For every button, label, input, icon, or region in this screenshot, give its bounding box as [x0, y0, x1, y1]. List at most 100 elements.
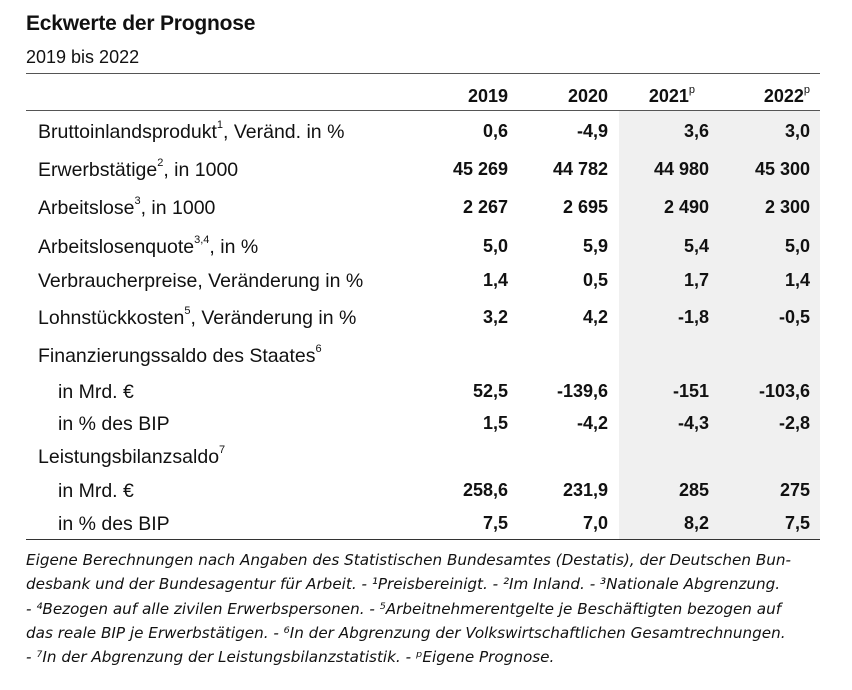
cell-2022: 1,4: [784, 270, 810, 290]
cell-2019: 3,2: [482, 307, 508, 327]
cell-2022: 2 300: [764, 197, 810, 217]
row-label: Verbraucherpreise, Veränderung in %: [38, 270, 363, 293]
cell-2021: 3,6: [683, 121, 709, 141]
header-rule: [26, 110, 820, 111]
table-row: Verbraucherpreise, Veränderung in % 1,4 0,…: [0, 270, 852, 300]
row-label-suffix: , Veränd. in %: [223, 121, 345, 143]
cell-2019: 1,5: [482, 413, 508, 433]
row-label-text: Arbeitslose: [38, 197, 135, 219]
row-label: in Mrd. €: [58, 381, 134, 404]
cell-2019: 5,0: [482, 236, 508, 256]
bottom-rule: [26, 539, 820, 540]
row-label: Leistungsbilanzsaldo7: [38, 444, 226, 469]
cell-2019: 2 267: [462, 197, 508, 217]
cell-2021: -1,8: [677, 307, 709, 327]
cell-2020: 44 782: [552, 159, 608, 179]
row-label: Arbeitslose3, in 1000: [38, 195, 216, 220]
footnote: Eigene Berechnungen nach Angaben des Sta…: [26, 548, 826, 669]
row-label-text: Erwerbstätige: [38, 159, 158, 181]
table-row: in Mrd. € 258,6 231,9 285 275: [0, 480, 852, 510]
row-label-text: Lohnstückkosten: [38, 307, 185, 329]
cell-2021: 5,4: [683, 236, 709, 256]
column-header-2020: 2020: [567, 86, 608, 106]
footnote-line: - ⁴Bezogen auf alle zivilen Erwerbsperso…: [26, 599, 782, 618]
cell-2020: -139,6: [556, 381, 608, 401]
cell-2020: 4,2: [582, 307, 608, 327]
row-label-footnote-mark: 2: [157, 157, 164, 169]
row-label-text: Bruttoinlandsprodukt: [38, 121, 217, 143]
cell-2021: 285: [678, 480, 709, 500]
table-row: in % des BIP 1,5 -4,2 -4,3 -2,8: [0, 413, 852, 443]
row-label-suffix: , in %: [209, 236, 259, 258]
row-label-text: in Mrd. €: [58, 381, 134, 403]
cell-2022: 3,0: [784, 121, 810, 141]
row-label-text: Verbraucherpreise, Veränderung in %: [38, 270, 364, 292]
row-label-footnote-mark: 3,4: [194, 234, 210, 246]
row-label-text: in % des BIP: [58, 413, 170, 435]
cell-2019: 0,6: [482, 121, 508, 141]
cell-2021: -4,3: [677, 413, 709, 433]
cell-2022: -2,8: [778, 413, 810, 433]
row-label: in % des BIP: [58, 413, 170, 436]
cell-2019: 258,6: [462, 480, 508, 500]
cell-2020: 0,5: [582, 270, 608, 290]
table-row: Erwerbstätige2, in 1000 45 269 44 782 44 98…: [0, 157, 852, 189]
cell-2020: 7,0: [582, 513, 608, 533]
cell-2022: -0,5: [778, 307, 810, 327]
row-label: in % des BIP: [58, 513, 170, 536]
row-label-suffix: , in 1000: [163, 159, 239, 181]
row-label-text: Leistungsbilanzsaldo: [38, 446, 220, 468]
cell-2019: 45 269: [452, 159, 508, 179]
row-label-footnote-mark: 3: [134, 195, 141, 207]
row-label-text: Finanzierungssaldo des Staates: [38, 345, 316, 367]
forecast-column-shading: [619, 111, 820, 539]
table-row: Lohnstückkosten5, Veränderung in % 3,2 4,2…: [0, 305, 852, 337]
cell-2020: -4,9: [576, 121, 608, 141]
cell-2022: 45 300: [754, 159, 810, 179]
row-label-footnote-mark: 7: [219, 444, 226, 456]
cell-2022: 5,0: [784, 236, 810, 256]
footnote-line: - ⁷In der Abgrenzung der Leistungsbilanz…: [26, 648, 555, 667]
row-label-text: in % des BIP: [58, 513, 170, 535]
table-row: Bruttoinlandsprodukt1, Veränd. in % 0,6 -4…: [0, 119, 852, 151]
row-label: Erwerbstätige2, in 1000: [38, 157, 239, 182]
cell-2021: 44 980: [653, 159, 709, 179]
table-row: in Mrd. € 52,5 -139,6 -151 -103,6: [0, 381, 852, 411]
cell-2022: 7,5: [784, 513, 810, 533]
cell-2020: -4,2: [576, 413, 608, 433]
row-label: Bruttoinlandsprodukt1, Veränd. in %: [38, 119, 345, 144]
row-label: Finanzierungssaldo des Staates6: [38, 343, 322, 368]
column-header-2021: 2021p: [648, 84, 695, 106]
cell-2021: 1,7: [683, 270, 709, 290]
table-row: Finanzierungssaldo des Staates6: [0, 343, 852, 375]
cell-2021: 8,2: [683, 513, 709, 533]
table-row: Leistungsbilanzsaldo7: [0, 444, 852, 476]
footnote-line: das reale BIP je Erwerbstätigen. - ⁶In d…: [26, 623, 786, 642]
column-header-2019: 2019: [467, 86, 508, 106]
row-label-text: Arbeitslosenquote: [38, 236, 195, 258]
row-label-footnote-mark: 5: [184, 305, 191, 317]
row-label-suffix: , Veränderung in %: [190, 307, 357, 329]
page-subtitle: 2019 bis 2022: [26, 47, 140, 67]
cell-2021: 2 490: [663, 197, 709, 217]
row-label-footnote-mark: 1: [216, 119, 223, 131]
row-label-text: in Mrd. €: [58, 480, 134, 502]
row-label: Lohnstückkosten5, Veränderung in %: [38, 305, 357, 330]
table-row: Arbeitslosenquote3,4, in % 5,0 5,9 5,4 5,0: [0, 234, 852, 266]
table-row: Arbeitslose3, in 1000 2 267 2 695 2 490 2 30…: [0, 195, 852, 227]
cell-2020: 5,9: [582, 236, 608, 256]
cell-2020: 231,9: [562, 480, 608, 500]
column-header-2022: 2022p: [763, 84, 810, 106]
cell-2019: 1,4: [482, 270, 508, 290]
cell-2022: -103,6: [758, 381, 810, 401]
cell-2020: 2 695: [562, 197, 608, 217]
table-row: in % des BIP 7,5 7,0 8,2 7,5: [0, 513, 852, 543]
top-rule: [26, 73, 820, 74]
cell-2021: -151: [672, 381, 709, 401]
row-label-suffix: , in 1000: [140, 197, 216, 219]
footnote-line: Eigene Berechnungen nach Angaben des Sta…: [26, 551, 791, 569]
row-label-footnote-mark: 6: [315, 343, 322, 355]
cell-2022: 275: [779, 480, 810, 500]
row-label: in Mrd. €: [58, 480, 134, 503]
page-title: Eckwerte der Prognose: [26, 12, 256, 35]
